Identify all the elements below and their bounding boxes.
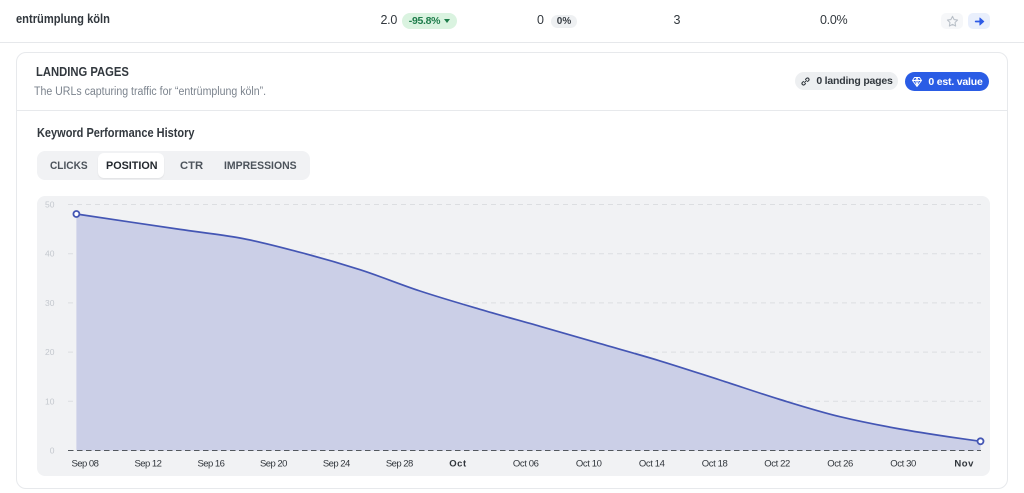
svg-text:Sep 16: Sep 16	[197, 459, 225, 470]
svg-text:Sep 28: Sep 28	[386, 459, 414, 470]
svg-text:Oct 10: Oct 10	[576, 459, 602, 470]
svg-text:Sep 12: Sep 12	[134, 459, 162, 470]
svg-text:30: 30	[45, 298, 55, 308]
svg-text:Sep 24: Sep 24	[323, 459, 351, 470]
svg-text:0: 0	[50, 446, 55, 456]
svg-text:Sep 08: Sep 08	[71, 459, 98, 470]
svg-text:Oct 26: Oct 26	[827, 459, 853, 470]
svg-text:40: 40	[45, 249, 55, 259]
svg-text:20: 20	[45, 347, 55, 357]
svg-text:Oct 30: Oct 30	[890, 459, 916, 470]
svg-text:Oct 22: Oct 22	[764, 459, 790, 470]
svg-text:Oct 06: Oct 06	[513, 459, 539, 470]
svg-text:Oct: Oct	[449, 459, 467, 470]
svg-text:Nov: Nov	[954, 459, 974, 470]
svg-text:Oct 14: Oct 14	[639, 459, 665, 470]
svg-text:Sep 20: Sep 20	[260, 459, 288, 470]
svg-text:10: 10	[45, 396, 55, 406]
svg-text:50: 50	[45, 200, 55, 210]
svg-text:Oct 18: Oct 18	[702, 459, 728, 470]
